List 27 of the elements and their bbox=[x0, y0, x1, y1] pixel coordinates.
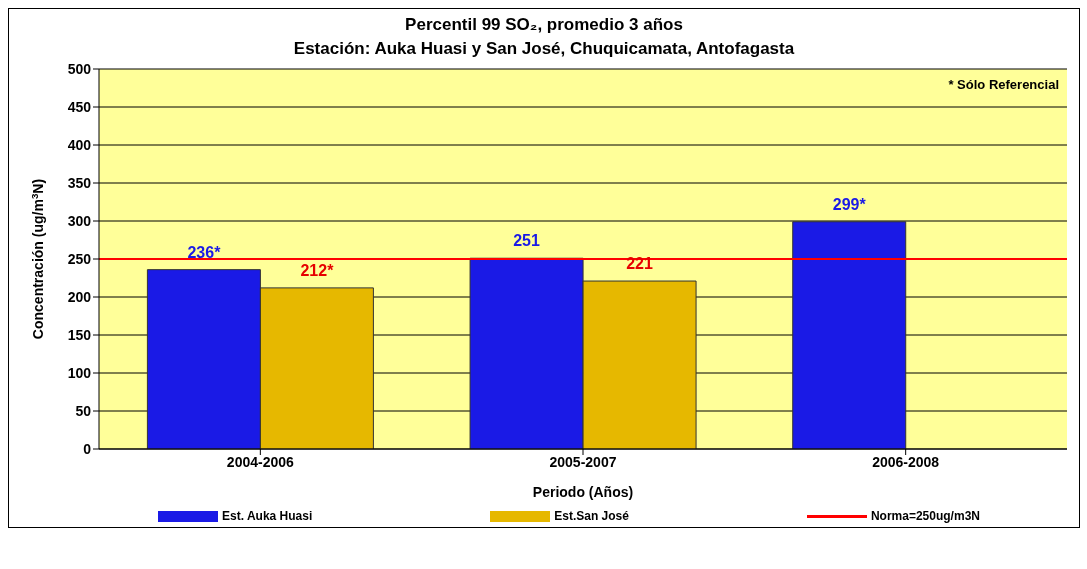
chart-subtitle: Estación: Auka Huasi y San José, Chuquicamata, Antofagasta bbox=[292, 39, 796, 59]
bar bbox=[792, 221, 907, 449]
x-tick-label: 2005-2007 bbox=[549, 453, 617, 470]
y-tick-label: 300 bbox=[67, 212, 92, 229]
legend-label: Norma=250ug/m3N bbox=[870, 509, 980, 523]
y-tick-label: 350 bbox=[67, 174, 92, 191]
data-label: 236* bbox=[187, 243, 222, 261]
annotation: * Sólo Referencial bbox=[948, 77, 1059, 92]
y-tick-label: 450 bbox=[67, 98, 92, 115]
x-axis-title: Periodo (Años) bbox=[532, 484, 634, 500]
data-label: 251 bbox=[513, 232, 541, 250]
y-tick-label: 200 bbox=[67, 288, 92, 305]
y-tick-label: 0 bbox=[83, 440, 92, 457]
chart-title: Percentil 99 SO₂, promedio 3 años bbox=[404, 15, 684, 35]
y-tick-label: 50 bbox=[75, 402, 92, 419]
legend-label: Est.San José bbox=[554, 509, 629, 523]
x-tick-label: 2006-2008 bbox=[872, 453, 940, 470]
x-tick-label: 2004-2006 bbox=[226, 453, 295, 470]
legend-label: Est. Auka Huasi bbox=[221, 509, 313, 523]
y-tick-label: 250 bbox=[67, 250, 92, 267]
y-tick-label: 400 bbox=[67, 136, 92, 153]
data-label: 299* bbox=[832, 195, 867, 213]
y-tick-label: 150 bbox=[67, 326, 92, 343]
data-label: 221 bbox=[626, 255, 654, 273]
y-tick-label: 500 bbox=[67, 60, 92, 77]
y-tick-label: 100 bbox=[67, 364, 92, 381]
data-label: 212* bbox=[300, 261, 335, 279]
